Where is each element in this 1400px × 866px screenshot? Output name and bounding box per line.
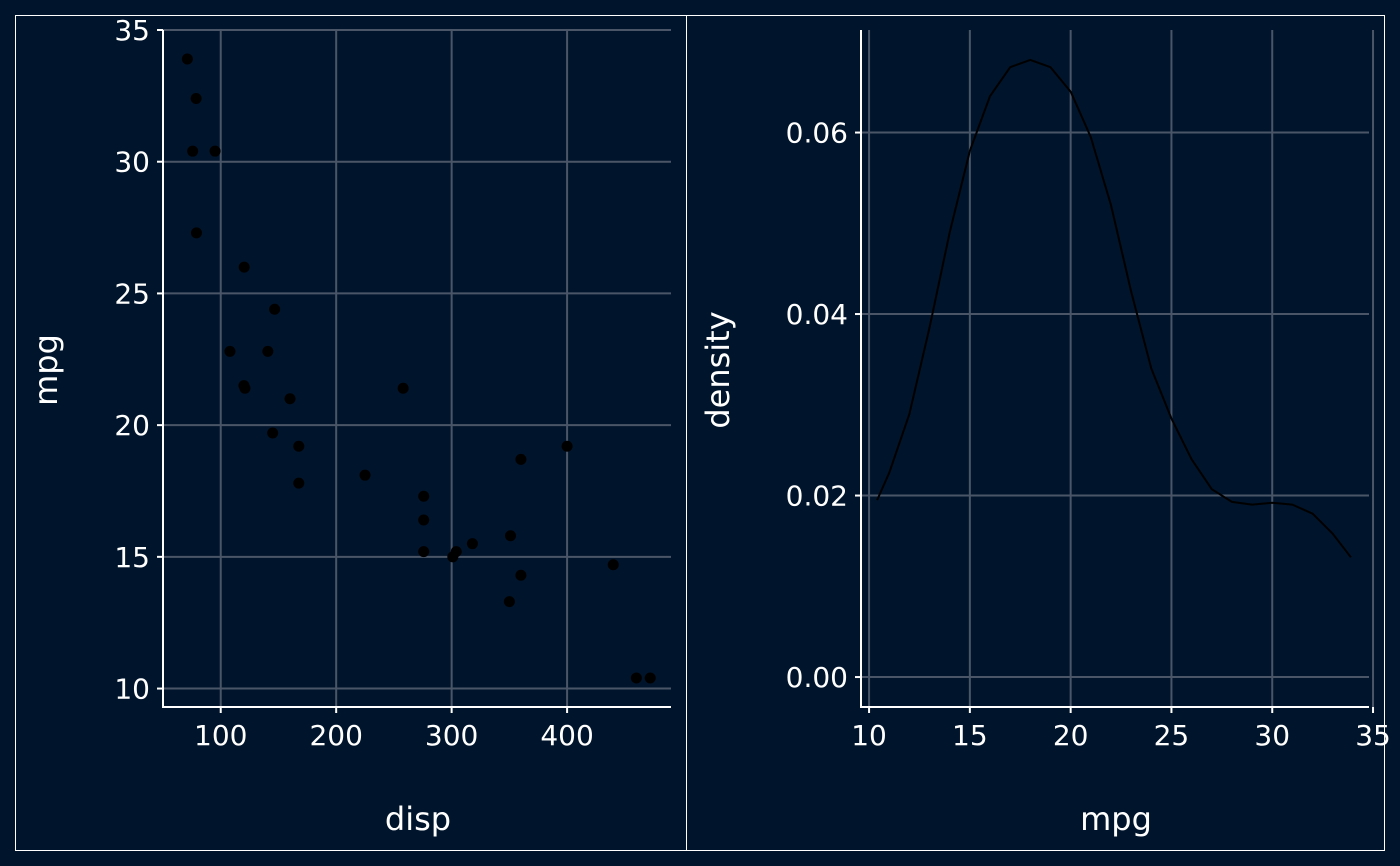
y-tick-label: 30	[114, 146, 150, 179]
y-tick-label: 0.00	[786, 661, 848, 694]
density-tick-labels: 10 15 20 25 30 35 0.00 0.02 0.04 0.06	[786, 117, 1391, 752]
scatter-point	[418, 490, 430, 502]
scatter-point	[359, 469, 371, 481]
y-tick-label: 20	[114, 409, 150, 442]
density-y-axis-label: density	[699, 311, 737, 428]
scatter-point	[515, 453, 527, 465]
density-grid	[861, 30, 1375, 707]
scatter-x-axis-label: disp	[385, 800, 451, 838]
x-tick-label: 15	[952, 719, 988, 752]
scatter-point	[209, 145, 221, 157]
scatter-panel: 100 200 300 400 10 15 20 25 30 35 disp mpg	[27, 14, 671, 838]
scatter-point	[418, 546, 430, 558]
x-tick-label: 30	[1254, 719, 1290, 752]
density-curve-layer	[876, 58, 1352, 558]
x-tick-label: 400	[540, 719, 593, 752]
scatter-point	[397, 382, 409, 394]
scatter-point	[630, 672, 642, 684]
density-panel: 10 15 20 25 30 35 0.00 0.02 0.04 0.06 mpg density	[699, 30, 1391, 838]
scatter-point	[187, 145, 199, 157]
scatter-point	[293, 440, 305, 452]
scatter-point	[561, 440, 573, 452]
y-tick-label: 0.02	[786, 480, 848, 513]
scatter-point	[267, 427, 279, 439]
scatter-points	[181, 53, 656, 684]
scatter-y-axis-label: mpg	[27, 334, 65, 406]
scatter-point	[418, 514, 430, 526]
scatter-point	[190, 92, 202, 104]
x-tick-label: 20	[1053, 719, 1089, 752]
scatter-point	[447, 551, 459, 563]
scatter-point	[505, 530, 517, 542]
x-tick-label: 25	[1154, 719, 1190, 752]
scatter-point	[181, 53, 193, 65]
density-curve	[876, 58, 1352, 558]
y-tick-label: 35	[114, 14, 150, 47]
scatter-point	[190, 227, 202, 239]
scatter-point	[503, 596, 515, 608]
y-tick-label: 15	[114, 541, 150, 574]
scatter-point	[238, 261, 250, 273]
y-tick-label: 10	[114, 673, 150, 706]
density-axes	[855, 30, 1375, 713]
y-tick-label: 0.06	[786, 117, 848, 150]
scatter-point	[269, 303, 281, 315]
scatter-point	[515, 569, 527, 581]
scatter-axes	[157, 29, 671, 713]
scatter-point	[262, 345, 274, 357]
scatter-point	[644, 672, 656, 684]
scatter-tick-labels: 100 200 300 400 10 15 20 25 30 35	[114, 14, 593, 752]
x-tick-label: 100	[194, 719, 247, 752]
y-tick-label: 0.04	[786, 298, 848, 331]
scatter-point	[607, 559, 619, 571]
scatter-point	[239, 382, 251, 394]
outer-frame	[15, 15, 1385, 851]
x-tick-label: 35	[1355, 719, 1391, 752]
x-tick-label: 200	[309, 719, 362, 752]
scatter-point	[224, 345, 236, 357]
y-tick-label: 25	[114, 277, 150, 310]
density-x-axis-label: mpg	[1080, 800, 1152, 838]
scatter-grid	[163, 29, 671, 707]
x-tick-label: 10	[851, 719, 887, 752]
scatter-point	[466, 538, 478, 550]
x-tick-label: 300	[425, 719, 478, 752]
scatter-point	[284, 393, 296, 405]
scatter-point	[293, 477, 305, 489]
